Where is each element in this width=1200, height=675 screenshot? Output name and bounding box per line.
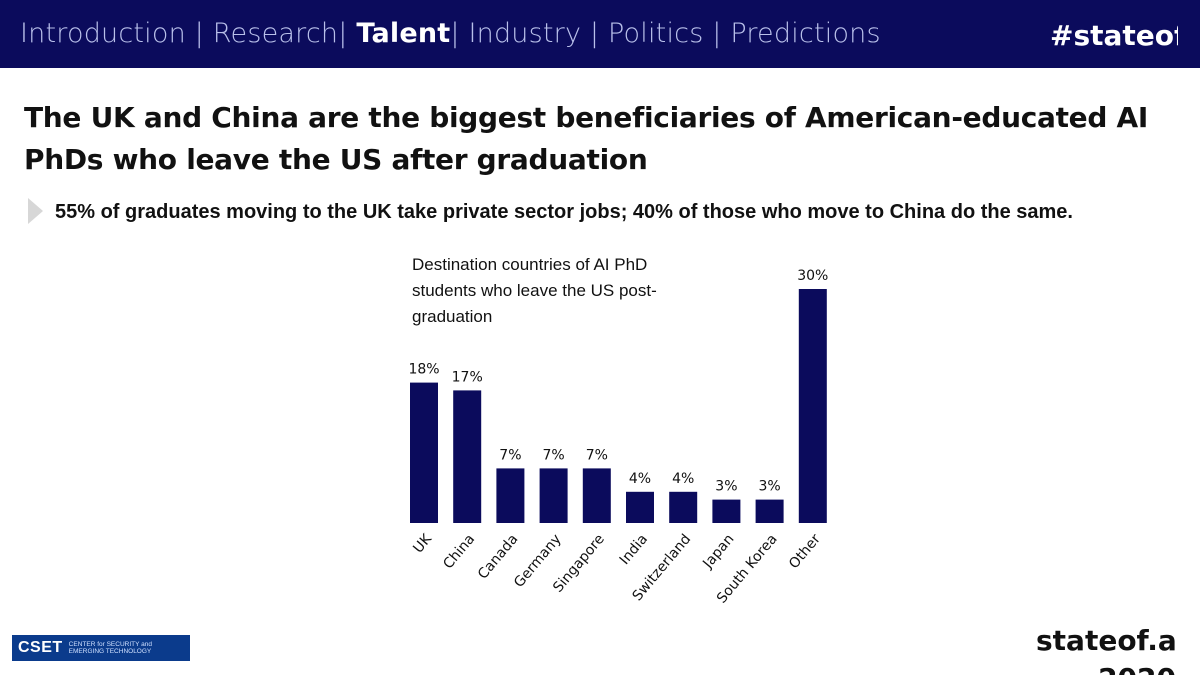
header-bar: Introduction | Research| Talent| Industr… [0, 0, 1200, 68]
bar-india [626, 491, 654, 523]
slide-title: The UK and China are the biggest benefic… [24, 101, 1149, 176]
value-label: 4% [672, 471, 694, 487]
bar-other [798, 289, 827, 523]
cset-logo-text: CENTER for SECURITY and EMERGING TECHNOL… [68, 641, 152, 655]
site-footer[interactable]: stateof.ai 2020 [1036, 624, 1176, 675]
hashtag: #stateofai [1050, 19, 1178, 52]
value-label: 4% [629, 471, 651, 487]
bullet-point: 55% of graduates moving to the UK take p… [24, 196, 1174, 228]
cset-logo-mark: CSET [18, 639, 63, 656]
bullet-text: 55% of graduates moving to the UK take p… [55, 201, 1073, 223]
bar-germany [539, 468, 568, 523]
category-label: Canada [475, 531, 522, 582]
nav-item-industry[interactable]: | Industry | [450, 18, 600, 49]
category-label: India [617, 531, 651, 568]
value-label: 17% [452, 369, 483, 385]
chart-title: Destination countries of AI PhD students… [412, 255, 657, 326]
bullet-arrow-icon [28, 198, 43, 224]
value-label: 3% [715, 479, 737, 495]
category-label: Japan [699, 531, 737, 572]
category-label: UK [410, 531, 435, 557]
nav-item-talent[interactable]: Talent [356, 18, 451, 49]
nav-item-politics[interactable]: Politics | [608, 18, 722, 49]
value-label: 30% [797, 268, 828, 284]
value-label: 7% [542, 447, 564, 463]
category-label: Other [786, 531, 824, 572]
category-label: China [440, 531, 478, 572]
bar-uk [410, 382, 438, 523]
bar-canada [496, 468, 525, 523]
section-nav: Introduction | Research| Talent| Industr… [20, 18, 881, 49]
bar-china [453, 390, 482, 523]
cset-logo: CSET CENTER for SECURITY and EMERGING TE… [12, 635, 190, 661]
value-label: 7% [499, 447, 521, 463]
value-label: 18% [408, 362, 439, 378]
bar-japan [712, 499, 741, 523]
bar-chart: 18%UK17%China7%Canada7%Germany7%Singapor… [408, 268, 828, 607]
nav-item-predictions[interactable]: Predictions [730, 18, 881, 49]
nav-item-introduction[interactable]: Introduction | [20, 18, 204, 49]
bar-singapore [582, 468, 611, 523]
nav-item-research[interactable]: Research| [212, 18, 348, 49]
value-label: 3% [758, 479, 780, 495]
value-label: 7% [586, 447, 608, 463]
bar-switzerland [669, 491, 698, 523]
bar-south-korea [755, 499, 784, 523]
